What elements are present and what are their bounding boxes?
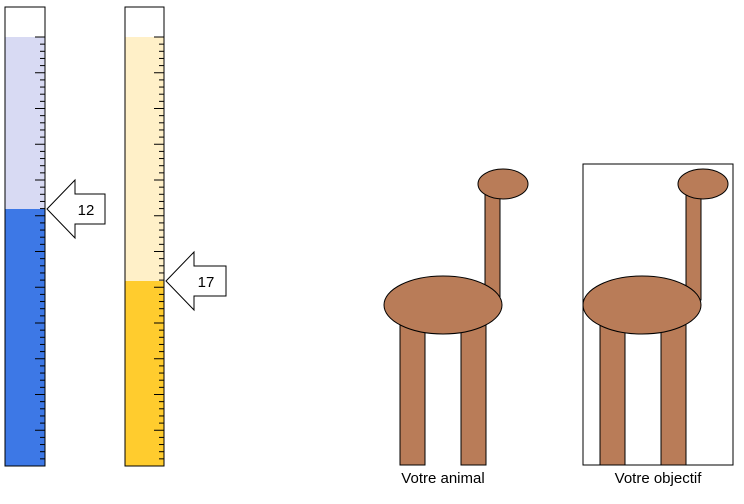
yellow-gauge-empty	[125, 7, 164, 37]
target-leg-left	[599, 319, 626, 466]
animal-leg-right	[460, 319, 487, 466]
blue-gauge-fill	[5, 209, 45, 466]
target-body	[582, 275, 702, 335]
blue-gauge-value: 12	[78, 202, 95, 219]
animal-leg-left	[399, 319, 426, 466]
yellow-gauge-arrow[interactable]	[165, 250, 227, 312]
target-frame	[582, 163, 734, 466]
yellow-gauge-indicator[interactable]: 17	[165, 250, 227, 312]
blue-gauge-indicator[interactable]: 12	[46, 178, 106, 240]
yellow-gauge-track	[125, 37, 164, 281]
target-leg-right	[660, 319, 687, 466]
target-neck	[685, 189, 702, 301]
blue-gauge: 12	[4, 6, 106, 467]
blue-gauge-frame	[4, 6, 46, 467]
animal-head	[477, 168, 529, 200]
blue-gauge-arrow[interactable]	[46, 178, 106, 240]
yellow-gauge: 17	[124, 6, 227, 467]
target-label: Votre objectif	[615, 470, 703, 487]
animal-neck	[484, 189, 501, 301]
yellow-gauge-frame	[124, 6, 165, 467]
target-head	[677, 168, 729, 200]
blue-gauge-track	[5, 37, 45, 209]
target-animal: Votre objectif	[582, 163, 734, 487]
animal-label: Votre animal	[401, 470, 484, 487]
yellow-gauge-value: 17	[198, 274, 215, 291]
yellow-gauge-fill	[125, 281, 164, 466]
blue-gauge-empty	[5, 7, 45, 37]
animal-body	[383, 275, 503, 335]
player-animal: Votre animal	[383, 168, 529, 487]
